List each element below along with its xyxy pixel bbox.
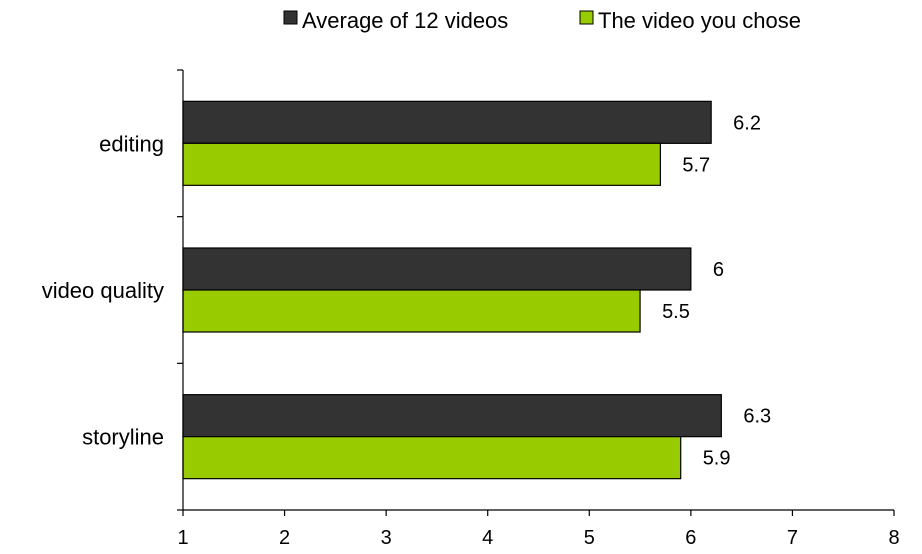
x-tick-label: 8 <box>888 527 899 549</box>
x-tick-label: 7 <box>787 527 798 549</box>
axes-group: 1 2 3 4 5 6 7 8 <box>177 69 900 549</box>
bar-video-quality-series-2 <box>182 289 641 333</box>
legend-swatch-series-1 <box>283 10 298 25</box>
x-tick-label: 6 <box>685 527 696 549</box>
bar-storyline-series-2 <box>182 436 682 480</box>
category-label-video-quality: video quality <box>42 278 164 303</box>
legend-label-series-1: Average of 12 videos <box>302 8 508 33</box>
x-tick-label: 3 <box>381 527 392 549</box>
data-label-editing-series-2: 5.7 <box>682 154 710 176</box>
category-label-editing: editing <box>99 131 164 156</box>
data-label-video-quality-series-2: 5.5 <box>662 301 690 323</box>
x-tick-label: 1 <box>177 527 188 549</box>
bar-editing-series-1 <box>182 100 712 144</box>
x-tick-label: 2 <box>279 527 290 549</box>
legend: Average of 12 videos The video you chose <box>283 8 801 33</box>
labels-group: 6.2 5.7 editing 6 5.5 video quality 6.3 5.9 stor… <box>42 112 771 469</box>
bars-group <box>182 100 722 480</box>
data-label-video-quality-series-1: 6 <box>713 259 724 281</box>
data-label-editing-series-1: 6.2 <box>733 112 761 134</box>
bar-video-quality-series-1 <box>182 247 692 291</box>
legend-swatch-series-2 <box>579 10 594 25</box>
bar-editing-series-2 <box>182 142 661 186</box>
data-label-storyline-series-2: 5.9 <box>703 448 731 470</box>
bar-storyline-series-1 <box>182 394 722 438</box>
data-label-storyline-series-1: 6.3 <box>743 406 771 428</box>
category-label-storyline: storyline <box>82 425 164 450</box>
x-tick-label: 4 <box>482 527 493 549</box>
x-tick-label: 5 <box>584 527 595 549</box>
legend-label-series-2: The video you chose <box>598 8 801 33</box>
